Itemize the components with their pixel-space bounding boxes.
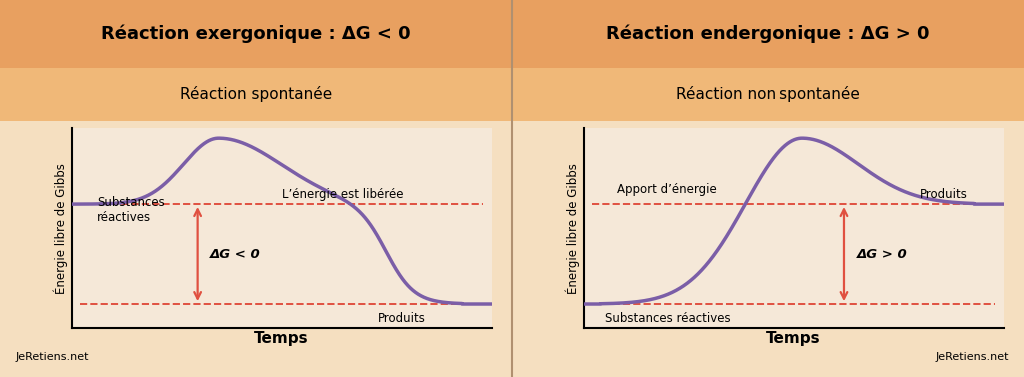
X-axis label: Temps: Temps — [766, 331, 821, 346]
Text: Produits: Produits — [378, 312, 426, 325]
Text: ΔG < 0: ΔG < 0 — [210, 248, 261, 261]
Text: JeRetiens.net: JeRetiens.net — [15, 352, 89, 362]
Text: L’énergie est libérée: L’énergie est libérée — [282, 188, 403, 201]
Text: Réaction exergonique : ΔG < 0: Réaction exergonique : ΔG < 0 — [101, 25, 411, 43]
Y-axis label: Énergie libre de Gibbs: Énergie libre de Gibbs — [565, 162, 580, 294]
Text: Substances réactives: Substances réactives — [604, 312, 730, 325]
Text: Réaction non spontanée: Réaction non spontanée — [676, 86, 860, 102]
Y-axis label: Énergie libre de Gibbs: Énergie libre de Gibbs — [53, 162, 68, 294]
Text: Apport d’énergie: Apport d’énergie — [617, 183, 717, 196]
Text: Réaction endergonique : ΔG > 0: Réaction endergonique : ΔG > 0 — [606, 25, 930, 43]
Text: Substances
réactives: Substances réactives — [97, 196, 165, 224]
Text: ΔG > 0: ΔG > 0 — [856, 248, 907, 261]
Text: JeRetiens.net: JeRetiens.net — [935, 352, 1009, 362]
X-axis label: Temps: Temps — [254, 331, 309, 346]
Text: Produits: Produits — [920, 188, 968, 201]
Text: Réaction spontanée: Réaction spontanée — [180, 86, 332, 102]
